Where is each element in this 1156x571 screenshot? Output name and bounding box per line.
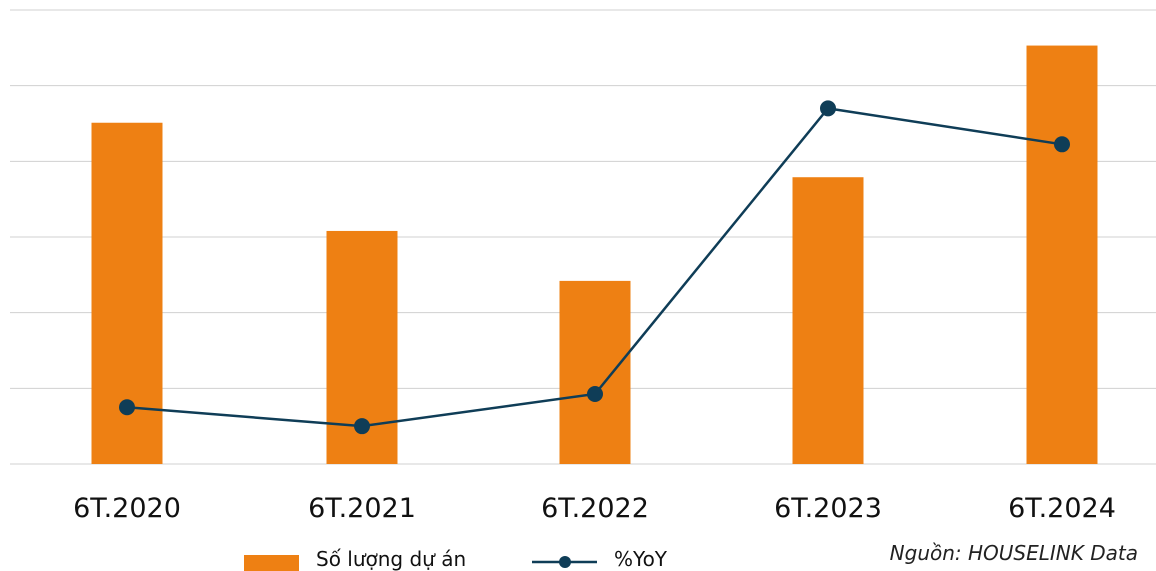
bar	[1026, 45, 1098, 465]
yoy-point	[354, 418, 370, 435]
yoy-line-series	[119, 100, 1070, 435]
x-tick-label: 6T.2023	[774, 493, 882, 524]
bar-series	[91, 45, 1098, 465]
yoy-point	[1054, 136, 1070, 153]
source-note: Nguồn: HOUSELINK Data	[890, 541, 1138, 565]
x-tick-label: 6T.2020	[73, 493, 181, 524]
x-tick-label: 6T.2024	[1008, 493, 1116, 524]
legend-bar-label: Số lượng dự án	[316, 547, 466, 571]
yoy-point	[820, 100, 836, 117]
bar	[559, 280, 631, 464]
yoy-point	[587, 386, 603, 403]
legend: Số lượng dự án %YoY	[244, 547, 668, 571]
x-tick-label: 6T.2021	[308, 493, 416, 524]
bar	[792, 177, 864, 464]
legend-line-marker	[559, 556, 571, 568]
x-tick-label: 6T.2022	[541, 493, 649, 524]
x-axis-tick-labels: 6T.2020 6T.2021 6T.2022 6T.2023 6T.2024	[73, 493, 1116, 524]
legend-bar-swatch	[244, 555, 299, 571]
yoy-point	[119, 399, 135, 416]
legend-line-label: %YoY	[614, 547, 668, 571]
